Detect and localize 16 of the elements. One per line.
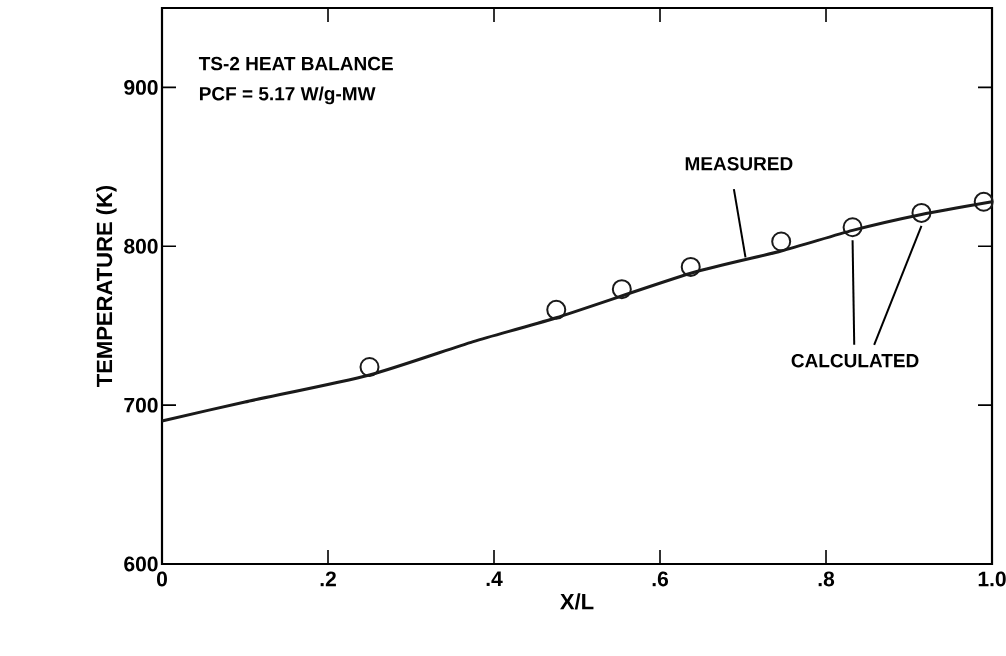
y-tick-label: 900 [124, 79, 158, 95]
text: CALCULATED [791, 353, 919, 368]
x-tick-label: .6 [652, 571, 669, 587]
x-tick-label: .2 [320, 571, 336, 587]
y-tick-label: 800 [124, 238, 158, 254]
annotation: PCF = 5.17 W/g-MW [199, 86, 376, 105]
x-tick-label: 1.0 [978, 571, 1006, 587]
y-axis-title: TEMPERATURE (K) [96, 185, 117, 387]
x-tick-label: .4 [486, 571, 503, 586]
y-tick-label: 700 [124, 397, 158, 413]
y-tick-label: 600 [124, 556, 158, 572]
x-axis-title: X/L [560, 593, 594, 610]
x-tick-label: 0 [156, 571, 167, 587]
annotation: TS-2 HEAT BALANCE [198, 56, 393, 71]
text: MEASURED [685, 156, 793, 171]
x-tick-label: .8 [818, 571, 835, 587]
